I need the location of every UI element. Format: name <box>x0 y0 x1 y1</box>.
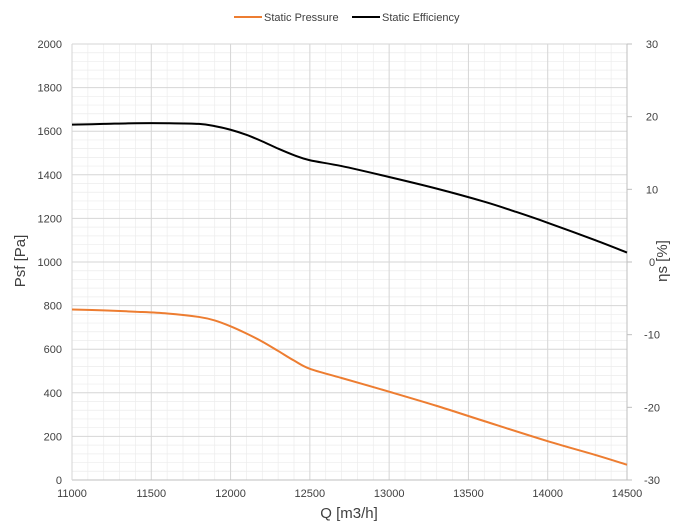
x-axis-label: Q [m3/h] <box>320 505 378 522</box>
y-tick-labels: 0 200 400 600 800 1000 1200 1400 1600 1800 2000 <box>38 39 62 487</box>
y2-tick-label: 30 <box>646 39 658 51</box>
y-axis-label: Psf [Pa] <box>12 235 29 288</box>
y2-tick-label: -20 <box>644 402 660 414</box>
y2-tick-label: 0 <box>649 257 655 269</box>
y-tick-label: 400 <box>44 388 62 400</box>
plot-frame <box>71 43 632 481</box>
y2-tick-label: 20 <box>646 112 658 124</box>
x-tick-label: 13500 <box>453 488 484 500</box>
series-line-static-efficiency <box>71 122 628 254</box>
legend-label-static-efficiency: Static Efficiency <box>382 12 460 24</box>
y2-tick-labels: -30 -20 -10 0 10 20 30 <box>644 39 660 487</box>
x-tick-label: 12500 <box>295 488 326 500</box>
y-tick-label: 1000 <box>38 257 62 269</box>
y2-tick-label: 10 <box>646 184 658 196</box>
y-tick-label: 2000 <box>38 39 62 51</box>
series-line-static-pressure <box>71 308 628 466</box>
x-tick-labels: 11000 11500 12000 12500 13000 13500 14000 14500 <box>57 488 642 500</box>
y-tick-label: 600 <box>44 344 62 356</box>
series-layer <box>71 122 628 466</box>
y2-tick-label: -30 <box>644 475 660 487</box>
x-tick-label: 11500 <box>136 488 166 500</box>
major-grid <box>71 43 628 481</box>
y-tick-label: 1200 <box>38 213 62 225</box>
x-tick-label: 14500 <box>612 488 643 500</box>
y2-tick-label: -10 <box>644 330 660 342</box>
x-tick-label: 14000 <box>532 488 563 500</box>
x-tick-label: 13000 <box>374 488 405 500</box>
legend: Static Pressure Static Efficiency <box>234 12 460 24</box>
y-tick-label: 1600 <box>38 126 62 138</box>
legend-label-static-pressure: Static Pressure <box>264 12 339 24</box>
y-tick-label: 800 <box>44 301 62 313</box>
x-tick-label: 12000 <box>215 488 246 500</box>
y-tick-label: 1800 <box>38 83 62 95</box>
y-tick-label: 200 <box>44 431 62 443</box>
y-tick-label: 1400 <box>38 170 62 182</box>
y2-axis-label: ηs [%] <box>654 240 671 282</box>
y-tick-label: 0 <box>56 475 62 487</box>
x-tick-label: 11000 <box>57 488 87 500</box>
